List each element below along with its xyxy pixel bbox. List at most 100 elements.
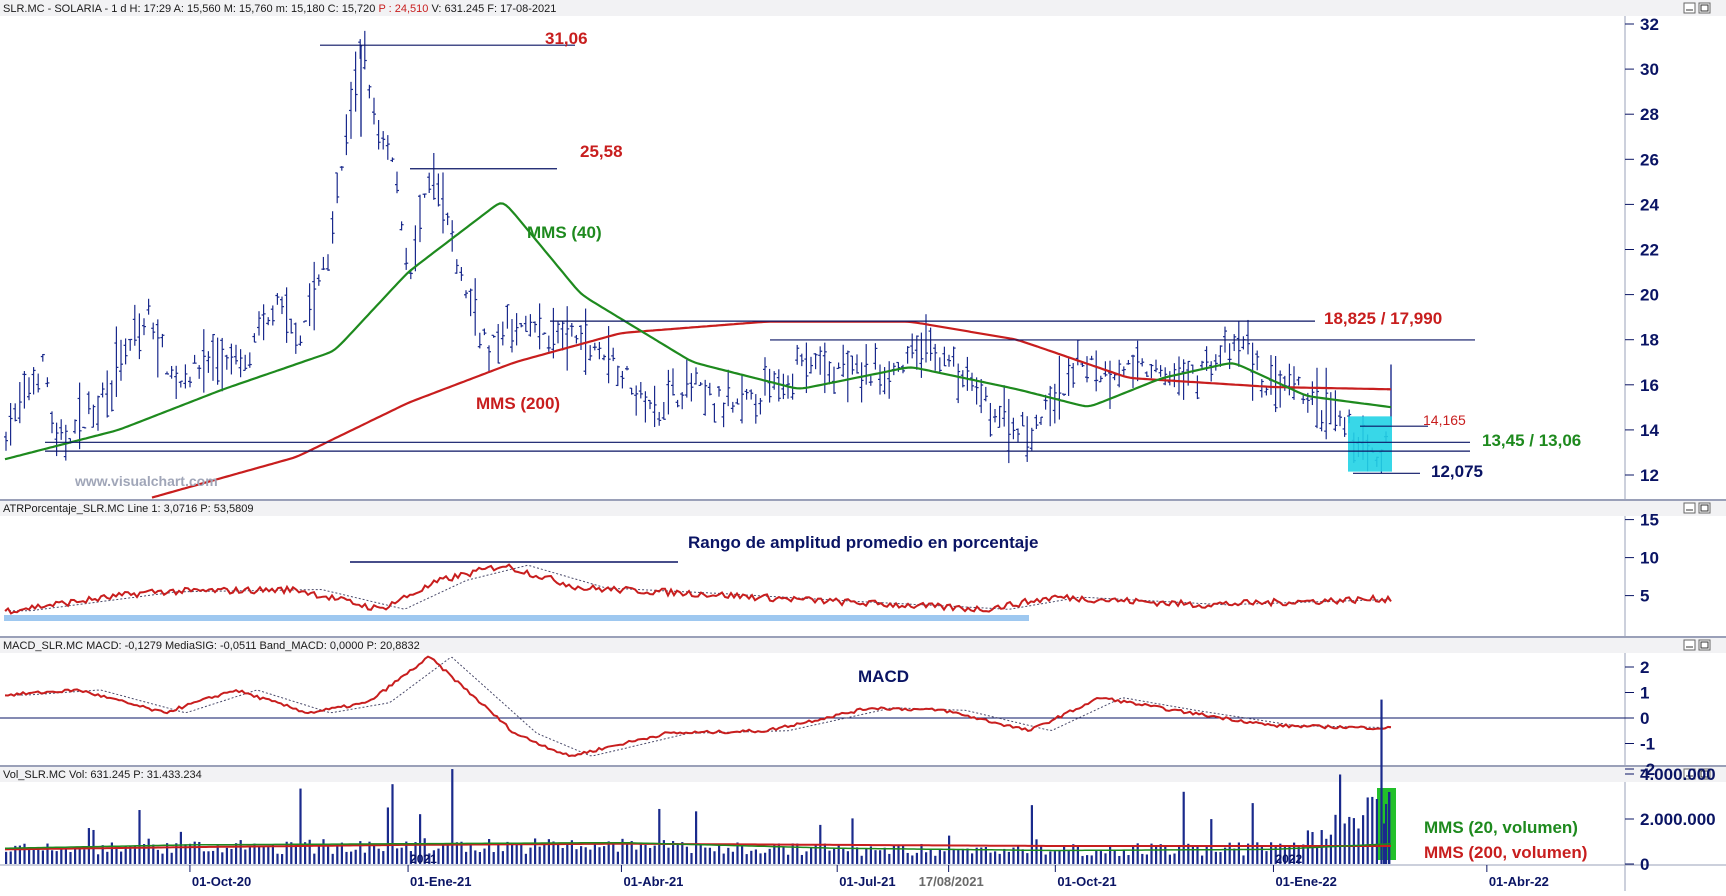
price-bar bbox=[542, 332, 547, 335]
macd-maximize-button[interactable] bbox=[1698, 639, 1711, 651]
volume-maximize-button[interactable] bbox=[1698, 768, 1711, 780]
volume-bar bbox=[773, 844, 776, 864]
volume-bar bbox=[589, 849, 592, 864]
volume-bar bbox=[731, 851, 734, 864]
volume-bar bbox=[359, 841, 362, 864]
volume-bar bbox=[580, 846, 583, 864]
price-bar bbox=[1287, 363, 1292, 396]
price-bar bbox=[96, 395, 100, 431]
volume-bar bbox=[1297, 847, 1300, 864]
volume-bar bbox=[212, 850, 215, 864]
volume-bar bbox=[437, 848, 440, 864]
volume-bar bbox=[64, 847, 67, 864]
price-bar bbox=[648, 399, 652, 410]
price-bar bbox=[487, 345, 491, 373]
volume-bar bbox=[1283, 845, 1286, 864]
mms40-line bbox=[4, 202, 1392, 461]
volume-bar bbox=[897, 844, 900, 864]
price-bar bbox=[326, 254, 330, 271]
price-bar bbox=[694, 367, 698, 385]
price-bar bbox=[22, 371, 27, 409]
price-bar bbox=[1209, 361, 1214, 382]
volume-bar bbox=[975, 847, 978, 864]
volume-bar bbox=[552, 841, 555, 864]
volume-bar bbox=[1325, 838, 1328, 864]
price-bar bbox=[238, 349, 243, 378]
price-bar bbox=[1154, 359, 1158, 373]
price-bar bbox=[201, 329, 206, 393]
price-bar bbox=[970, 372, 974, 391]
volume-bar bbox=[1375, 799, 1378, 864]
price-bar bbox=[864, 344, 869, 385]
volume-bar bbox=[147, 838, 150, 864]
volume-bar bbox=[1385, 803, 1388, 864]
price-bar bbox=[165, 371, 169, 375]
price-bar bbox=[174, 365, 179, 399]
price-bar bbox=[1213, 354, 1218, 371]
volume-bar bbox=[239, 840, 242, 864]
volume-bar bbox=[662, 840, 665, 864]
volume-bar bbox=[1279, 843, 1282, 864]
volume-bar bbox=[1256, 842, 1259, 864]
volume-bar bbox=[5, 851, 8, 864]
price-bar bbox=[634, 385, 639, 416]
price-bar bbox=[1094, 350, 1099, 392]
volume-bar bbox=[906, 852, 909, 864]
volume-bar bbox=[354, 849, 357, 864]
volume-bar bbox=[865, 848, 868, 864]
price-bar bbox=[390, 157, 395, 163]
price-bar bbox=[1342, 417, 1347, 437]
volume-bar bbox=[644, 844, 647, 864]
price-bar bbox=[1108, 360, 1112, 409]
macd-minimize-button[interactable] bbox=[1683, 639, 1696, 651]
volume-bar bbox=[465, 851, 468, 864]
volume-bar bbox=[658, 808, 661, 864]
volume-bar bbox=[202, 851, 205, 864]
volume-axis-tick-label: 0 bbox=[1640, 855, 1649, 874]
price-bar bbox=[385, 135, 390, 160]
price-bar bbox=[1301, 395, 1306, 404]
price-bar bbox=[1264, 387, 1269, 396]
price-bar bbox=[155, 319, 160, 378]
volume-bar bbox=[1228, 842, 1231, 864]
volume-bar bbox=[501, 851, 504, 864]
price-bar bbox=[1163, 367, 1168, 386]
volume-bar bbox=[984, 847, 987, 864]
volume-bar bbox=[584, 847, 587, 864]
atr-maximize-button[interactable] bbox=[1698, 502, 1711, 514]
volume-bar bbox=[566, 842, 569, 864]
volume-bar bbox=[1260, 846, 1263, 864]
price-bar bbox=[454, 259, 459, 274]
price-bar bbox=[579, 325, 583, 350]
label-mms200: MMS (200) bbox=[476, 394, 560, 413]
price-bar bbox=[1131, 354, 1135, 388]
price-maximize-button[interactable] bbox=[1698, 2, 1711, 14]
volume-bar bbox=[483, 848, 486, 864]
price-bar bbox=[160, 333, 165, 348]
macd-line bbox=[4, 655, 1392, 758]
price-bar bbox=[183, 364, 188, 389]
annotation-second-high: 25,58 bbox=[580, 142, 623, 161]
price-axis-tick-label: 30 bbox=[1640, 60, 1659, 79]
volume-bar bbox=[879, 850, 882, 864]
volume-bar bbox=[892, 845, 895, 864]
price-bar bbox=[114, 326, 119, 397]
price-bar bbox=[1149, 364, 1154, 379]
volume-bar bbox=[925, 852, 928, 864]
price-bar bbox=[551, 307, 556, 359]
volume-bar bbox=[1274, 846, 1277, 864]
price-bar bbox=[477, 332, 482, 349]
volume-bar bbox=[1017, 845, 1020, 864]
volume-minimize-button[interactable] bbox=[1683, 768, 1696, 780]
volume-bar bbox=[547, 839, 550, 864]
volume-bar bbox=[1044, 854, 1047, 864]
price-bar bbox=[850, 355, 855, 375]
volume-bar bbox=[1145, 854, 1148, 864]
price-bar bbox=[505, 304, 510, 329]
volume-bar bbox=[971, 853, 974, 864]
atr-minimize-button[interactable] bbox=[1683, 502, 1696, 514]
price-minimize-button[interactable] bbox=[1683, 2, 1696, 14]
volume-bar bbox=[520, 844, 523, 864]
legend-mms20-volume: MMS (20, volumen) bbox=[1424, 818, 1578, 837]
volume-bar bbox=[184, 844, 187, 864]
